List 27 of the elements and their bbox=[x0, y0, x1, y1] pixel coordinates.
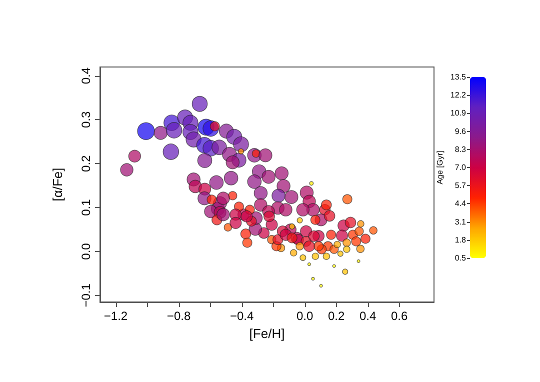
color-bar-label: 7.0 bbox=[454, 163, 467, 172]
color-bar-label: 1.8 bbox=[454, 235, 467, 244]
y-tick-label: 0.2 bbox=[79, 154, 93, 172]
color-bar-label: 9.6 bbox=[454, 126, 467, 136]
y-axis-title: [α/Fe] bbox=[50, 168, 65, 202]
x-tick-label: 0.2 bbox=[328, 309, 345, 323]
color-bar-label: 3.1 bbox=[454, 217, 467, 226]
x-axis-title: [Fe/H] bbox=[249, 326, 285, 341]
x-tick-label: 0.4 bbox=[359, 309, 376, 323]
color-bar-label: 8.3 bbox=[454, 144, 467, 154]
color-bar-label: 0.5 bbox=[454, 254, 467, 262]
x-tick-label: −0.4 bbox=[230, 309, 254, 323]
color-bar-label: 12.2 bbox=[450, 90, 467, 100]
color-bar-label: 10.9 bbox=[450, 108, 467, 118]
color-bar-label: 13.5 bbox=[450, 72, 467, 82]
y-tick-label: −0.1 bbox=[79, 283, 93, 308]
x-tick-label: −1.2 bbox=[104, 309, 128, 323]
x-tick-label: 0.6 bbox=[390, 309, 408, 323]
x-tick-label: −0.8 bbox=[166, 309, 191, 323]
color-bar-title: Age [Gyr] bbox=[436, 150, 444, 184]
color-bar-label: 5.7 bbox=[454, 181, 467, 190]
y-tick-label: 0.3 bbox=[79, 111, 93, 128]
y-tick-label: 0.1 bbox=[79, 198, 93, 216]
y-tick-label: 0.0 bbox=[79, 242, 93, 260]
x-tick-label: 0.0 bbox=[296, 309, 314, 323]
color-bar-label: 4.4 bbox=[454, 199, 467, 208]
y-tick-label: 0.4 bbox=[79, 67, 93, 84]
